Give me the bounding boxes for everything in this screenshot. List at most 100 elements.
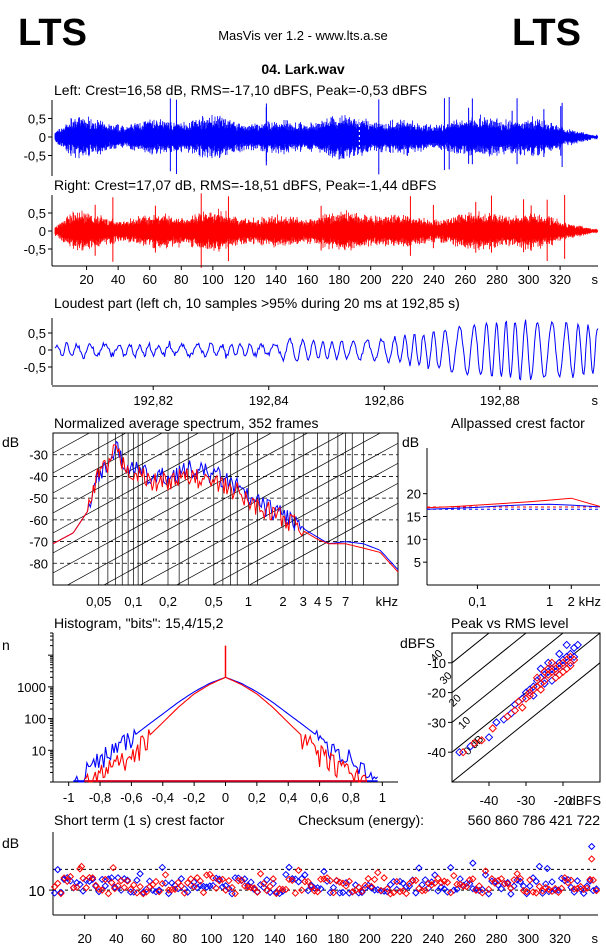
short-term-point-right (260, 879, 268, 888)
short-term-point-left (557, 874, 566, 883)
short-term-point-left (446, 863, 455, 872)
short-term-point-right (215, 876, 224, 885)
short-term-point-left (73, 879, 81, 887)
histogram-x-tick-label: 0,4 (279, 790, 297, 805)
short-term-point-left (510, 882, 518, 890)
short-term-point-right (225, 876, 233, 885)
short-term-point-right (542, 883, 550, 892)
short-term-point-right (364, 874, 372, 883)
short-term-point-right (202, 871, 211, 879)
short-term-point-right (561, 874, 569, 882)
short-term-point-right (183, 879, 192, 887)
crest-series-left (426, 503, 601, 510)
short-term-point-right (545, 885, 553, 894)
short-term-point-right (386, 890, 395, 898)
short-term-point-right (374, 868, 382, 877)
short-term-y-tick-label: 10 (28, 883, 45, 900)
spectrum-slope-line (53, 223, 398, 413)
short-term-point-left (494, 881, 502, 889)
short-term-point-right (396, 887, 404, 896)
short-term-point-left (535, 862, 544, 871)
short-term-point-left (538, 889, 547, 897)
short-term-point-left (589, 886, 597, 895)
spectrum-y-tick-label: -80 (29, 556, 48, 571)
short-term-point-left (54, 865, 62, 874)
short-term-point-left (497, 885, 506, 893)
short-term-point-right (437, 878, 445, 887)
short-term-point-right (101, 875, 109, 884)
loudest-xunit: s (592, 393, 599, 408)
short-term-point-right (589, 876, 597, 884)
short-term-point-right (472, 886, 480, 894)
short-term-point-left (456, 875, 464, 883)
short-term-x-tick-label: 120 (232, 931, 254, 946)
short-term-point-right (402, 889, 411, 898)
histogram: 1000 100 10 -1 -0,8 -0,6 -0,4 -0,2 0 0,2 0,4 0,6 0,8… (17, 632, 398, 805)
short-term-point-right (497, 875, 506, 883)
short-term-point-right (361, 881, 369, 890)
short-term-point-right (481, 867, 490, 875)
spectrum-slope-line (212, 482, 398, 585)
peak-rms-point-right (547, 658, 557, 668)
short-term-xunit: s (592, 931, 599, 946)
right-waveform-y-tick-label: -0,5 (24, 242, 46, 257)
histogram-title: Histogram, "bits": 15,4/15,2 (54, 615, 224, 631)
short-term-crest-title: Short term (1 s) crest factor (54, 812, 225, 828)
histogram-y-tick-label: 1000 (17, 680, 46, 695)
short-term-point-left (478, 885, 487, 894)
peak-rms-x-tick-label: -20 (554, 793, 573, 808)
short-term-point-left (543, 864, 552, 873)
short-term-point-left (580, 889, 588, 898)
short-term-point-left (320, 867, 328, 876)
crest-factor-ylabel: dB (402, 434, 419, 450)
left-waveform-trace (54, 114, 598, 160)
short-term-point-right (424, 879, 433, 888)
short-term-point-right (145, 883, 154, 891)
short-term-point-left (225, 884, 233, 893)
short-term-point-right (554, 888, 563, 896)
short-term-point-right (133, 889, 141, 897)
short-term-point-right (500, 880, 509, 888)
short-term-point-left (481, 871, 490, 879)
peak-rms-point-left (529, 682, 538, 691)
short-term-point-right (164, 886, 173, 894)
short-term-x-tick-label: 60 (141, 931, 155, 946)
short-term-point-right (76, 865, 84, 873)
short-term-point-left (304, 886, 312, 895)
short-term-point-left (326, 888, 334, 897)
spectrum-x-tick-label: 4 (314, 594, 321, 609)
file-title: 04. Lark.wav (261, 61, 344, 77)
peak-rms-point-left (518, 694, 527, 703)
peak-rms-point-left (562, 640, 571, 650)
short-term-point-right (475, 882, 483, 890)
short-term-point-left (177, 875, 186, 883)
crest-y-tick-label: 5 (414, 555, 421, 570)
right-waveform-x-tick-label: 140 (265, 272, 287, 287)
short-term-point-left (412, 889, 420, 897)
peak-rms-point-right (518, 703, 527, 712)
right-waveform-title: Right: Crest=17,07 dB, RMS=-18,51 dBFS, … (54, 177, 436, 193)
short-term-point-right (69, 883, 78, 892)
peak-rms-point-right (540, 676, 549, 685)
spectrum-x-tick-label: 0,1 (124, 594, 142, 609)
short-term-point-left (484, 890, 493, 898)
short-term-point-right (317, 875, 325, 883)
histogram-x-tick-label: 1 (379, 790, 386, 805)
short-term-point-right (63, 877, 71, 885)
peak-rms-point-left (499, 715, 509, 724)
spectrum-x-tick-label: 0,2 (159, 594, 177, 609)
short-term-point-right (583, 884, 591, 892)
short-term-point-left (516, 877, 525, 886)
short-term-point-right (383, 885, 391, 893)
loudest-part-x-tick-label: 192,82 (133, 393, 173, 408)
short-term-point-right (136, 882, 144, 891)
crest-x-tick-label: 1 (546, 594, 553, 609)
short-term-point-left (215, 875, 224, 883)
peak-rms-point-right (566, 661, 575, 670)
peak-rms-point-right (562, 664, 571, 673)
short-term-point-right (580, 885, 588, 894)
right-waveform-x-tick-label: 320 (549, 272, 571, 287)
short-term-point-left (587, 842, 596, 851)
peak-rms-point-right (540, 667, 549, 676)
